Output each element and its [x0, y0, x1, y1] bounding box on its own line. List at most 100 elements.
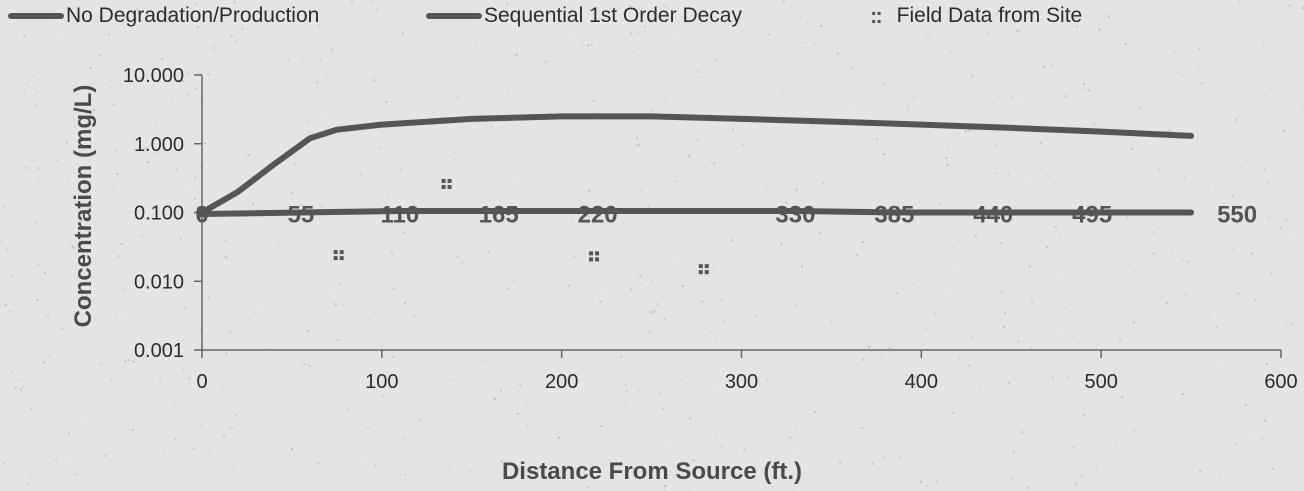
texture-speck [67, 432, 70, 435]
texture-speck [207, 296, 210, 299]
texture-speck [306, 329, 309, 332]
texture-speck [212, 47, 215, 49]
texture-speck [268, 347, 271, 350]
texture-speck [723, 320, 726, 323]
texture-speck [650, 445, 653, 447]
texture-speck [670, 98, 673, 101]
texture-speck [108, 28, 111, 31]
texture-speck [599, 300, 602, 303]
texture-speck [316, 81, 319, 84]
texture-speck [30, 408, 33, 411]
texture-speck [184, 307, 187, 310]
texture-speck [300, 204, 303, 207]
texture-speck [1257, 122, 1260, 125]
y-axis-title: Concentration (mg/L) [70, 84, 97, 328]
texture-speck [1203, 86, 1206, 89]
texture-speck [142, 234, 145, 237]
texture-speck [958, 63, 961, 66]
field-data-dot [447, 184, 452, 189]
texture-speck [647, 205, 650, 208]
texture-speck [708, 332, 711, 335]
texture-speck [1152, 252, 1155, 255]
texture-speck [1007, 172, 1010, 175]
texture-speck [742, 143, 745, 146]
texture-speck [120, 242, 123, 245]
data-label: 165 [479, 202, 519, 229]
texture-speck [664, 203, 667, 206]
texture-speck [1012, 451, 1015, 454]
texture-speck [206, 470, 209, 473]
texture-speck [403, 231, 406, 234]
texture-speck [713, 162, 716, 165]
texture-speck [1232, 114, 1235, 117]
texture-speck [1115, 446, 1117, 449]
texture-speck [922, 205, 924, 208]
texture-speck [242, 140, 244, 143]
texture-speck [997, 233, 1000, 236]
texture-speck [1025, 169, 1028, 172]
texture-speck [882, 82, 885, 85]
texture-speck [4, 480, 7, 483]
texture-speck [36, 299, 39, 302]
legend-label-no-degradation: No Degradation/Production [66, 4, 320, 27]
texture-speck [447, 360, 450, 363]
texture-speck [577, 259, 579, 262]
texture-speck [1132, 321, 1135, 324]
texture-speck [475, 41, 478, 44]
texture-speck [287, 58, 290, 61]
texture-speck [338, 282, 341, 285]
texture-speck [594, 294, 597, 297]
texture-speck [208, 73, 211, 76]
dots-marker-icon: :: [870, 3, 883, 28]
texture-speck [766, 379, 769, 381]
texture-speck [851, 66, 854, 69]
texture-speck [665, 38, 668, 41]
legend-item-no-degradation: No Degradation/Production [8, 4, 319, 28]
texture-speck [1046, 246, 1049, 249]
texture-speck [393, 287, 396, 290]
texture-speck [1252, 217, 1255, 220]
texture-speck [456, 96, 459, 99]
texture-speck [38, 178, 41, 181]
texture-speck [757, 72, 760, 75]
texture-speck [906, 104, 909, 107]
texture-speck [158, 380, 161, 382]
texture-speck [1133, 434, 1136, 436]
texture-speck [949, 50, 952, 53]
texture-speck [461, 262, 463, 265]
texture-speck [4, 304, 7, 307]
texture-speck [124, 359, 127, 362]
texture-speck [225, 352, 228, 355]
texture-speck [362, 459, 365, 462]
texture-speck [1232, 194, 1235, 197]
texture-speck [1073, 187, 1076, 190]
texture-speck [119, 219, 122, 222]
texture-speck [590, 43, 593, 46]
texture-speck [140, 77, 143, 80]
texture-speck [171, 98, 174, 101]
texture-speck [1132, 330, 1134, 333]
x-tick-label: 200 [545, 371, 578, 393]
texture-speck [688, 154, 691, 157]
texture-speck [1026, 449, 1029, 452]
texture-speck [317, 462, 320, 465]
texture-speck [281, 381, 284, 384]
texture-speck [801, 265, 803, 268]
texture-speck [694, 259, 697, 262]
texture-speck [490, 126, 493, 128]
texture-speck [320, 205, 323, 208]
texture-speck [155, 124, 158, 127]
texture-speck [1083, 414, 1086, 416]
texture-speck [297, 61, 300, 64]
texture-speck [1067, 195, 1070, 198]
texture-speck [60, 165, 63, 168]
texture-speck [50, 94, 53, 97]
texture-speck [1028, 350, 1031, 353]
texture-speck [29, 476, 32, 479]
texture-speck [325, 153, 328, 155]
texture-speck [103, 454, 106, 457]
texture-speck [67, 181, 70, 184]
texture-speck [662, 407, 665, 410]
texture-speck [1207, 320, 1210, 323]
texture-speck [116, 173, 119, 176]
